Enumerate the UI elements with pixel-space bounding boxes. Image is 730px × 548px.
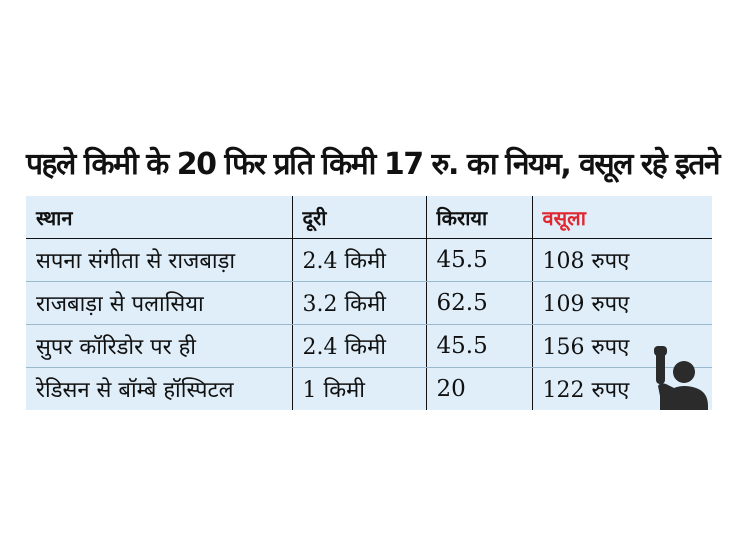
cell-place: राजबाड़ा से पलासिया xyxy=(26,281,293,325)
table-header-row: स्थान दूरी किराया वसूला xyxy=(26,196,712,239)
cell-fare: 45.5 xyxy=(426,324,533,368)
cell-charged: 156 रुपए xyxy=(532,324,712,368)
table-row: राजबाड़ा से पलासिया 3.2 किमी 62.5 109 रु… xyxy=(26,281,712,325)
cell-place: रेडिसन से बॉम्बे हॉस्पिटल xyxy=(26,367,293,410)
cell-fare: 20 xyxy=(426,367,533,410)
cell-fare: 62.5 xyxy=(426,281,533,325)
header-place: स्थान xyxy=(26,196,293,239)
raised-hand-person-icon xyxy=(650,346,712,410)
cell-distance: 2.4 किमी xyxy=(292,238,427,282)
table-row: रेडिसन से बॉम्बे हॉस्पिटल 1 किमी 20 122 … xyxy=(26,367,712,410)
header-fare: किराया xyxy=(426,196,533,239)
table-row: सपना संगीता से राजबाड़ा 2.4 किमी 45.5 10… xyxy=(26,238,712,282)
headline: पहले किमी के 20 फिर प्रति किमी 17 रु. का… xyxy=(26,147,721,182)
cell-fare: 45.5 xyxy=(426,238,533,282)
header-charged: वसूला xyxy=(532,196,712,239)
cell-place: सुपर कॉरिडोर पर ही xyxy=(26,324,293,368)
cell-distance: 3.2 किमी xyxy=(292,281,427,325)
cell-charged: 108 रुपए xyxy=(532,238,712,282)
table-row: सुपर कॉरिडोर पर ही 2.4 किमी 45.5 156 रुप… xyxy=(26,324,712,368)
cell-charged: 109 रुपए xyxy=(532,281,712,325)
cell-distance: 2.4 किमी xyxy=(292,324,427,368)
header-distance: दूरी xyxy=(292,196,427,239)
cell-place: सपना संगीता से राजबाड़ा xyxy=(26,238,293,282)
cell-distance: 1 किमी xyxy=(292,367,427,410)
fare-table: स्थान दूरी किराया वसूला सपना संगीता से र… xyxy=(26,196,712,410)
